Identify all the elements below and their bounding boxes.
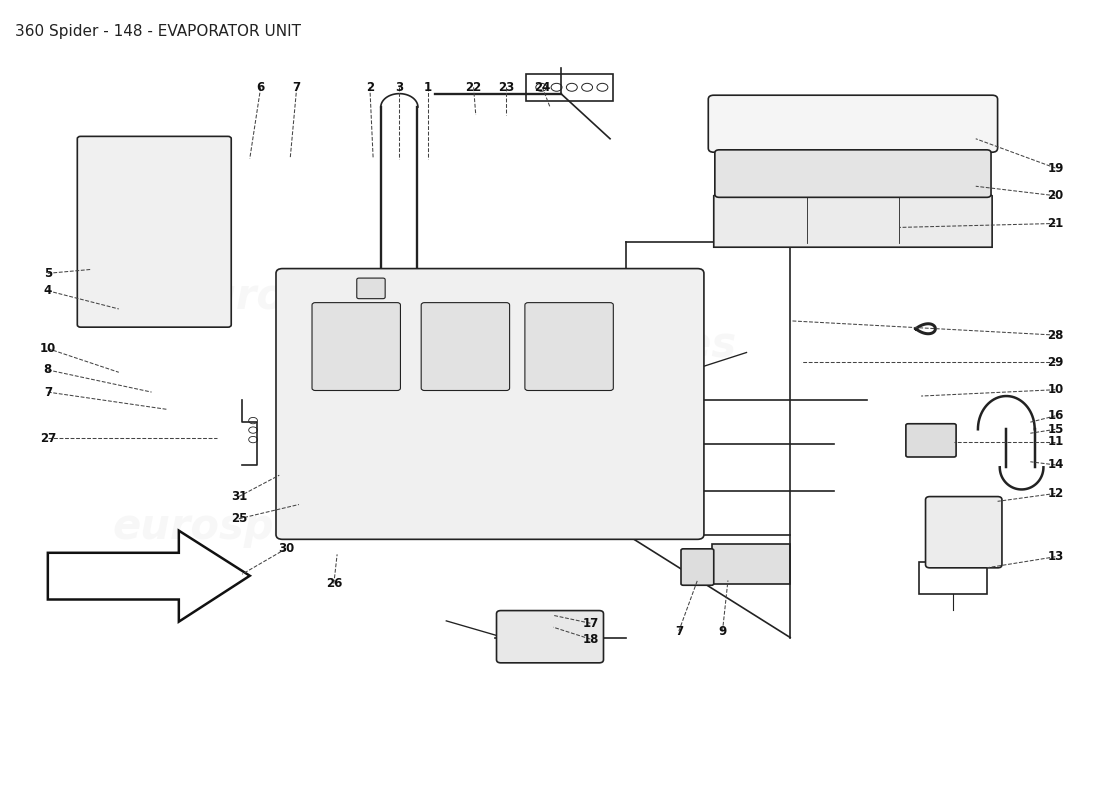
Text: 30: 30	[277, 542, 294, 555]
Text: 2: 2	[366, 81, 374, 94]
Text: eurospares: eurospares	[473, 323, 736, 366]
Text: 4: 4	[44, 284, 52, 298]
Text: 5: 5	[44, 267, 52, 280]
FancyBboxPatch shape	[715, 150, 991, 198]
Text: eurospares: eurospares	[178, 276, 441, 318]
Polygon shape	[47, 530, 250, 622]
FancyBboxPatch shape	[496, 610, 604, 663]
Text: eurospares: eurospares	[113, 506, 376, 548]
FancyBboxPatch shape	[77, 136, 231, 327]
FancyBboxPatch shape	[681, 549, 714, 586]
Text: 24: 24	[535, 81, 550, 94]
FancyBboxPatch shape	[525, 302, 614, 390]
Text: 3: 3	[395, 81, 404, 94]
FancyBboxPatch shape	[925, 497, 1002, 568]
Text: 15: 15	[1047, 422, 1064, 436]
Text: 25: 25	[231, 512, 248, 526]
FancyBboxPatch shape	[276, 269, 704, 539]
Text: 29: 29	[1047, 355, 1064, 369]
Text: 28: 28	[1047, 329, 1064, 342]
Text: 19: 19	[1047, 162, 1064, 174]
Text: 13: 13	[1047, 550, 1064, 563]
Text: 7: 7	[293, 81, 300, 94]
Text: 10: 10	[1047, 383, 1064, 396]
Text: 7: 7	[44, 386, 52, 398]
Polygon shape	[712, 544, 790, 584]
Text: 12: 12	[1047, 487, 1064, 500]
Text: 16: 16	[1047, 410, 1064, 422]
Text: 6: 6	[256, 81, 265, 94]
Text: 21: 21	[1047, 217, 1064, 230]
FancyBboxPatch shape	[356, 278, 385, 298]
FancyBboxPatch shape	[421, 302, 509, 390]
Text: 14: 14	[1047, 458, 1064, 471]
Text: 17: 17	[582, 617, 598, 630]
Text: 10: 10	[40, 342, 56, 355]
Text: 7: 7	[674, 625, 683, 638]
Text: 8: 8	[44, 363, 52, 377]
Text: 360 Spider - 148 - EVAPORATOR UNIT: 360 Spider - 148 - EVAPORATOR UNIT	[15, 24, 301, 39]
Text: 20: 20	[1047, 190, 1064, 202]
Text: 9: 9	[718, 625, 727, 638]
FancyBboxPatch shape	[708, 95, 998, 152]
Text: 18: 18	[582, 633, 598, 646]
Text: 31: 31	[231, 490, 248, 503]
Text: 23: 23	[498, 81, 515, 94]
Text: 26: 26	[326, 577, 342, 590]
Text: 11: 11	[1047, 435, 1064, 449]
Text: 22: 22	[465, 81, 482, 94]
Text: 1: 1	[424, 81, 432, 94]
FancyBboxPatch shape	[906, 424, 956, 457]
FancyBboxPatch shape	[312, 302, 400, 390]
Polygon shape	[714, 188, 992, 247]
Text: 27: 27	[40, 431, 56, 445]
